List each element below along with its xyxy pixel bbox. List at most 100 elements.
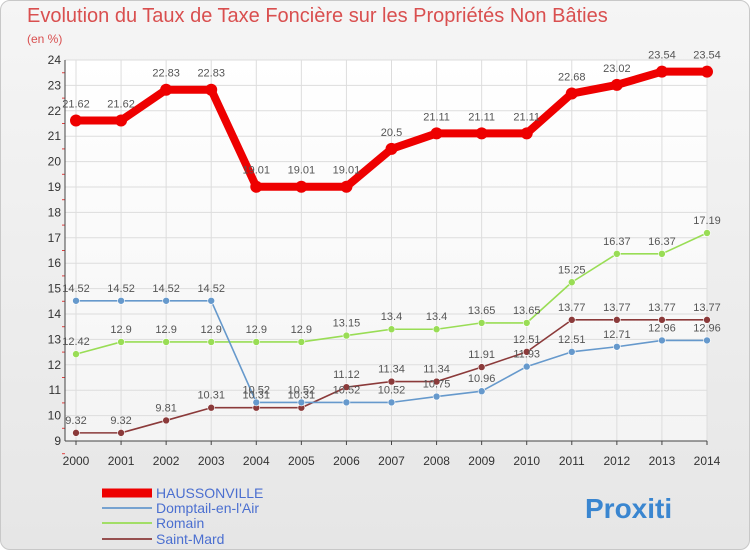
data-label: 19.01 xyxy=(333,165,361,177)
data-label: 13.4 xyxy=(381,311,402,323)
x-tick-label: 2013 xyxy=(649,454,676,468)
data-point xyxy=(387,377,396,386)
data-label: 14.52 xyxy=(197,283,225,295)
x-tick-label: 2014 xyxy=(694,454,721,468)
x-tick-label: 2012 xyxy=(604,454,631,468)
data-point xyxy=(70,114,82,127)
data-point xyxy=(432,377,441,386)
data-point xyxy=(295,180,308,193)
y-tick-label: 16 xyxy=(48,256,62,270)
legend-label: Romain xyxy=(156,515,204,531)
data-label: 10.52 xyxy=(243,384,271,396)
x-tick-label: 2008 xyxy=(423,454,450,468)
data-point xyxy=(522,319,531,327)
data-point xyxy=(430,127,443,140)
proxiti-logo: Proxiti xyxy=(585,493,672,524)
data-point xyxy=(477,363,486,371)
chart-subtitle: (en %) xyxy=(27,32,63,46)
data-point xyxy=(432,392,441,401)
data-point xyxy=(117,296,125,305)
y-tick-label: 24 xyxy=(48,53,62,67)
data-point xyxy=(207,296,216,305)
data-label: 11.12 xyxy=(333,369,360,381)
data-point xyxy=(252,398,261,407)
data-point xyxy=(658,336,666,345)
x-tick-label: 2003 xyxy=(198,454,225,468)
data-point xyxy=(160,83,173,96)
data-point xyxy=(342,383,351,391)
data-point xyxy=(567,348,576,356)
data-label: 13.77 xyxy=(693,302,721,314)
data-point xyxy=(340,180,353,193)
data-label: 12.51 xyxy=(513,334,541,346)
data-label: 23.54 xyxy=(693,50,721,62)
data-label: 20.5 xyxy=(381,127,402,139)
legend: HAUSSONVILLEDomptail-en-l'AirRomainSaint… xyxy=(102,485,263,547)
data-point xyxy=(520,127,533,140)
data-point xyxy=(342,398,351,407)
data-point xyxy=(658,316,666,324)
data-label: 10.75 xyxy=(423,379,451,391)
data-label: 12.9 xyxy=(155,324,176,336)
y-tick-label: 21 xyxy=(48,129,62,143)
data-label: 22.83 xyxy=(197,68,225,80)
data-label: 12.42 xyxy=(62,336,90,348)
series-0 xyxy=(70,65,713,193)
data-point xyxy=(297,398,306,407)
data-label: 11.93 xyxy=(513,349,540,361)
data-label: 10.31 xyxy=(243,390,271,402)
data-label: 21.11 xyxy=(423,111,450,123)
y-tick-label: 15 xyxy=(48,282,62,296)
data-point xyxy=(207,403,216,412)
data-label: 9.81 xyxy=(155,402,176,414)
legend-label: Domptail-en-l'Air xyxy=(156,500,259,516)
data-label: 13.65 xyxy=(468,305,496,317)
data-label: 21.62 xyxy=(107,98,135,110)
data-label: 10.52 xyxy=(288,384,316,396)
data-label: 11.34 xyxy=(423,364,450,376)
data-point xyxy=(610,78,623,91)
data-point xyxy=(115,114,128,127)
logo-text: Proxiti xyxy=(585,493,672,524)
data-point xyxy=(387,398,396,407)
data-label: 17.19 xyxy=(693,215,721,227)
legend-label: Saint-Mard xyxy=(156,531,224,547)
data-label: 12.9 xyxy=(110,324,131,336)
y-tick-label: 10 xyxy=(48,409,62,423)
data-point xyxy=(703,336,711,345)
data-label: 13.15 xyxy=(333,318,361,330)
data-point xyxy=(207,338,216,346)
data-point xyxy=(72,296,80,305)
data-label: 9.32 xyxy=(65,415,86,427)
data-label: 13.77 xyxy=(648,302,676,314)
data-label: 11.91 xyxy=(468,349,495,361)
data-label: 12.9 xyxy=(246,324,267,336)
data-label: 23.02 xyxy=(603,63,631,75)
chart-title: Evolution du Taux de Taxe Foncière sur l… xyxy=(27,5,608,27)
data-label: 22.68 xyxy=(558,72,586,84)
data-point xyxy=(655,65,668,78)
data-label: 12.96 xyxy=(693,322,721,334)
data-label: 14.52 xyxy=(152,283,180,295)
y-tick-label: 18 xyxy=(48,205,62,219)
data-point xyxy=(701,65,713,78)
data-point xyxy=(117,338,125,346)
x-tick-label: 2010 xyxy=(513,454,540,468)
y-tick-label: 12 xyxy=(48,358,62,372)
data-label: 12.96 xyxy=(648,322,676,334)
x-tick-label: 2007 xyxy=(378,454,405,468)
data-label: 16.37 xyxy=(648,236,676,248)
data-point xyxy=(72,350,80,358)
data-point xyxy=(658,250,666,258)
data-point xyxy=(117,429,125,437)
y-tick-label: 9 xyxy=(54,434,61,448)
x-tick-label: 2011 xyxy=(559,454,585,468)
data-label: 13.77 xyxy=(603,302,631,314)
series-3 xyxy=(72,316,711,437)
data-point xyxy=(252,338,261,346)
data-label: 12.9 xyxy=(201,324,222,336)
data-label: 10.52 xyxy=(333,384,361,396)
data-point xyxy=(72,429,80,437)
data-label: 12.71 xyxy=(603,329,631,341)
